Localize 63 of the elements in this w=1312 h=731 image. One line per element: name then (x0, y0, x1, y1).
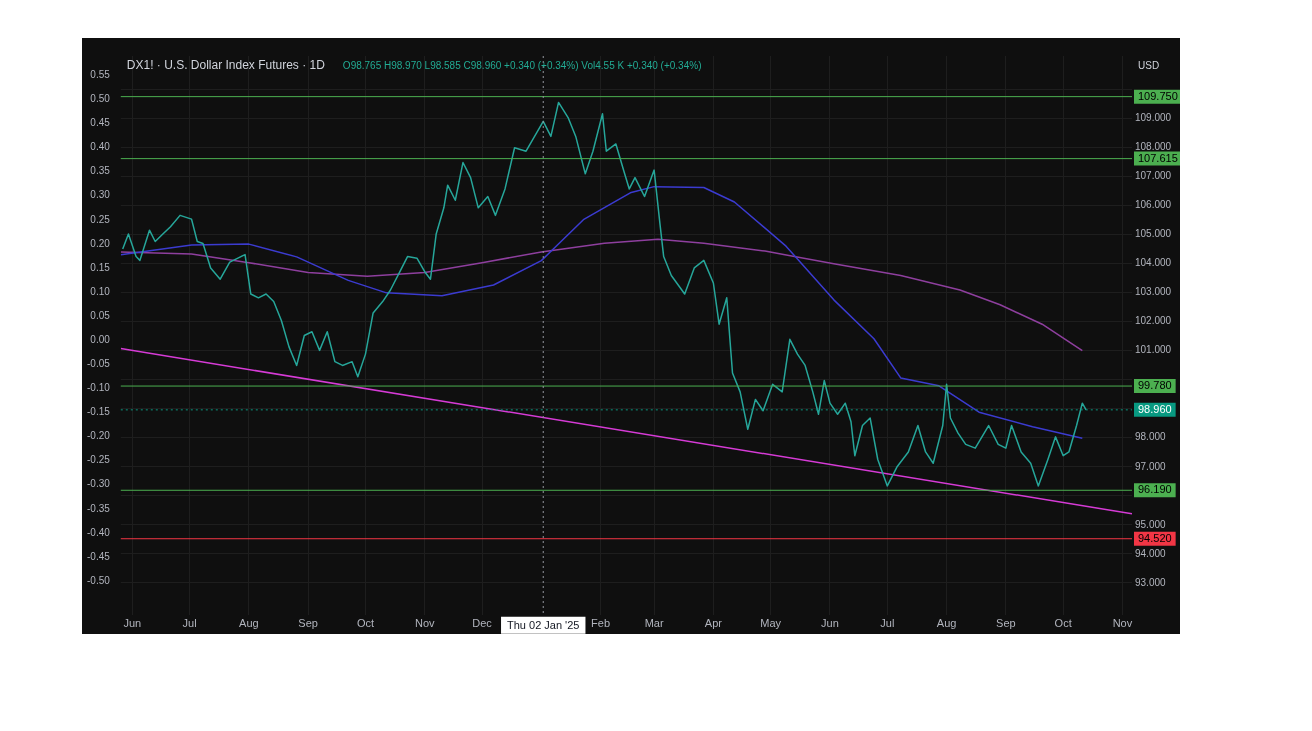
ref-line-label: 107.615 (1138, 151, 1178, 164)
y2-tick-label: 0.45 (90, 117, 111, 129)
y-tick-label: 104.000 (1135, 257, 1172, 269)
annotation: O98.765 H98.970 L98.585 C98.960 +0.340 (+0.34%) Vol4.55 K +0.340 (+0.34%) (342, 59, 702, 71)
y-tick-label: 95.000 (1135, 518, 1167, 530)
x-tick-label: Apr (704, 617, 723, 630)
x-tick-label: Oct (356, 617, 375, 630)
x-tick-label: Dec (472, 617, 493, 630)
y2-tick-label: 0.40 (90, 141, 111, 153)
y-tick-label: 103.000 (1135, 286, 1172, 298)
y2-tick-label: 0.50 (90, 93, 111, 105)
y-tick-label: 105.000 (1135, 228, 1172, 240)
x-tick-label: Nov (1112, 617, 1133, 630)
y-tick-label: 107.000 (1135, 170, 1172, 182)
y2-tick-label: 0.15 (90, 261, 111, 273)
ref-line-label: 96.190 (1138, 483, 1172, 496)
chart-title: DX1! · U.S. Dollar Index Futures · 1D (126, 58, 326, 73)
x-tick-label: Oct (1054, 617, 1072, 630)
y2-tick-label: -0.25 (87, 454, 111, 466)
y2-tick-label: -0.50 (87, 574, 111, 586)
y2-tick-label: 0.25 (90, 213, 111, 225)
y-tick-label: 102.000 (1135, 315, 1172, 327)
y2-tick-label: -0.10 (87, 382, 111, 394)
y-tick-label: 109.000 (1135, 112, 1172, 124)
y2-tick-label: 0.20 (90, 237, 111, 249)
x-tick-label: Sep (298, 617, 318, 630)
y2-tick-label: -0.15 (87, 406, 111, 418)
y-tick-label: 94.000 (1135, 547, 1167, 559)
ref-line-label: Thu 02 Jan '25 (507, 618, 580, 631)
x-tick-label: Jul (880, 617, 895, 630)
x-tick-label: Nov (414, 617, 436, 630)
x-tick-label: Feb (591, 617, 611, 630)
y2-tick-label: 0.00 (90, 333, 111, 345)
x-tick-label: Mar (644, 617, 664, 630)
y-tick-label: 97.000 (1135, 460, 1167, 472)
x-tick-label: Aug (936, 617, 957, 630)
x-tick-label: Jun (123, 617, 142, 630)
y2-tick-label: -0.35 (87, 502, 111, 514)
y2-tick-label: 0.55 (90, 69, 111, 81)
x-tick-label: Jun (821, 617, 839, 630)
y2-tick-label: -0.20 (87, 430, 111, 442)
y2-tick-label: 0.10 (90, 285, 111, 297)
y2-tick-label: 0.30 (90, 189, 111, 201)
ref-line-label: 109.750 (1138, 89, 1178, 102)
text: USD (1138, 59, 1160, 71)
y2-tick-label: -0.05 (87, 358, 111, 370)
x-tick-label: Jul (182, 617, 197, 630)
y-tick-label: 101.000 (1135, 344, 1172, 356)
ref-line-label: 98.960 (1138, 402, 1172, 415)
ref-line-label: 99.780 (1138, 379, 1172, 392)
y-tick-label: 93.000 (1135, 576, 1167, 588)
y2-tick-label: 0.05 (90, 309, 111, 321)
y-tick-label: 108.000 (1135, 141, 1172, 153)
x-tick-label: Sep (996, 617, 1016, 630)
y2-tick-label: -0.45 (87, 550, 111, 562)
y2-tick-label: 0.35 (90, 165, 111, 177)
y2-tick-label: -0.40 (87, 526, 111, 538)
y-tick-label: 106.000 (1135, 199, 1172, 211)
y2-tick-label: -0.30 (87, 478, 111, 490)
ref-line-label: 94.520 (1138, 531, 1172, 544)
x-tick-label: Aug (239, 617, 259, 630)
x-tick-label: May (760, 617, 782, 630)
y-tick-label: 98.000 (1135, 431, 1167, 443)
